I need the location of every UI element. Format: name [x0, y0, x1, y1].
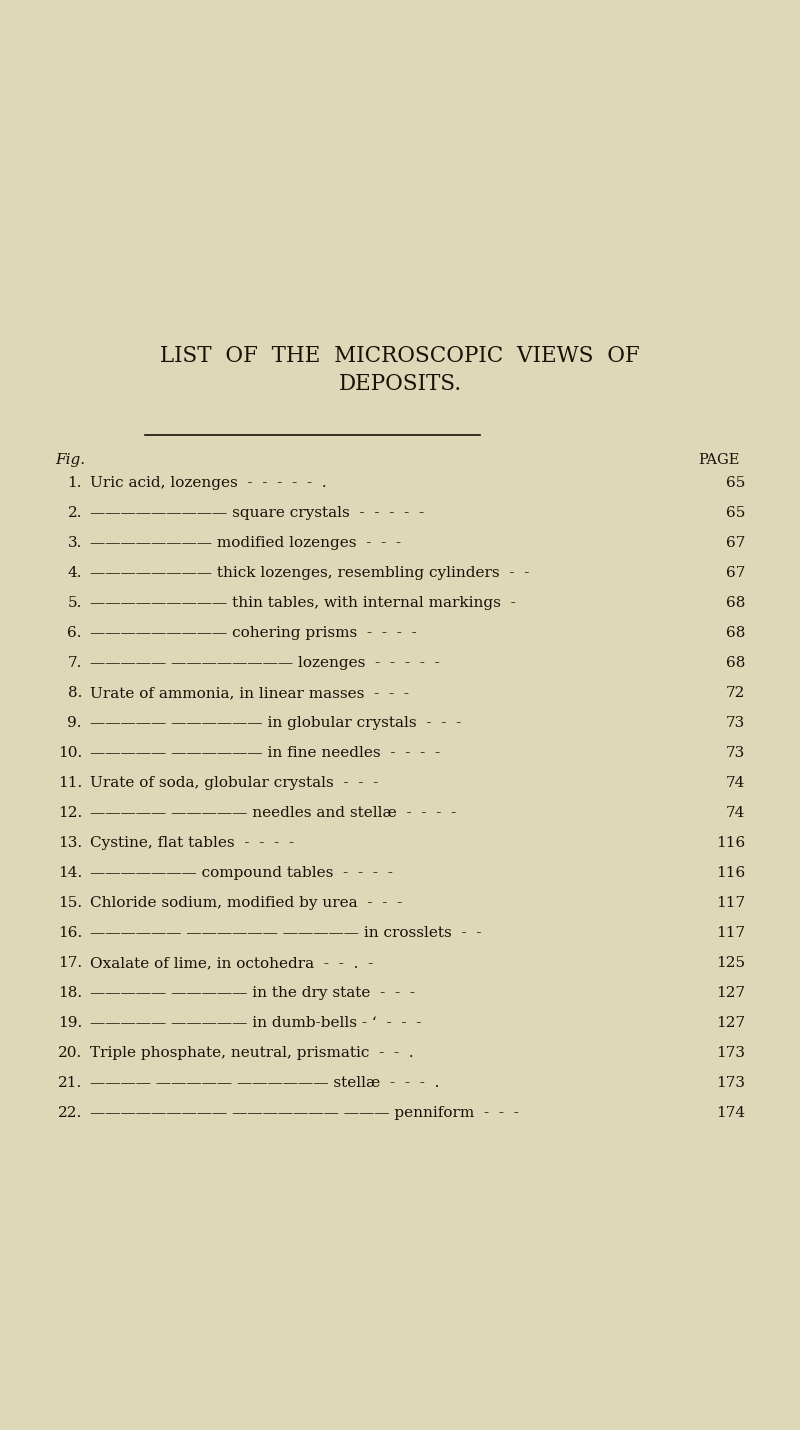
Text: 68: 68 [726, 656, 745, 671]
Text: ———————— thick lozenges, resembling cylinders  -  -: ———————— thick lozenges, resembling cyli… [90, 566, 530, 581]
Text: ————— —————— in globular crystals  -  -  -: ————— —————— in globular crystals - - - [90, 716, 462, 729]
Text: 117: 117 [716, 927, 745, 940]
Text: ————— —————— in fine needles  -  -  -  -: ————— —————— in fine needles - - - - [90, 746, 440, 759]
Text: 72: 72 [726, 686, 745, 701]
Text: Urate of soda, globular crystals  -  -  -: Urate of soda, globular crystals - - - [90, 776, 378, 789]
Text: Chloride sodium, modified by urea  -  -  -: Chloride sodium, modified by urea - - - [90, 897, 402, 909]
Text: 7.: 7. [68, 656, 82, 671]
Text: 73: 73 [726, 746, 745, 759]
Text: 17.: 17. [58, 957, 82, 970]
Text: 74: 74 [726, 776, 745, 789]
Text: ———— ————— —————— stellæ  -  -  -  .: ———— ————— —————— stellæ - - - . [90, 1075, 439, 1090]
Text: 65: 65 [726, 476, 745, 490]
Text: 117: 117 [716, 897, 745, 909]
Text: 3.: 3. [68, 536, 82, 551]
Text: 8.: 8. [68, 686, 82, 701]
Text: 21.: 21. [58, 1075, 82, 1090]
Text: PAGE: PAGE [698, 453, 740, 468]
Text: 10.: 10. [58, 746, 82, 759]
Text: 67: 67 [726, 536, 745, 551]
Text: 19.: 19. [58, 1015, 82, 1030]
Text: 2.: 2. [67, 506, 82, 521]
Text: 173: 173 [716, 1075, 745, 1090]
Text: 16.: 16. [58, 927, 82, 940]
Text: LIST  OF  THE  MICROSCOPIC  VIEWS  OF: LIST OF THE MICROSCOPIC VIEWS OF [160, 345, 640, 368]
Text: 5.: 5. [68, 596, 82, 611]
Text: 9.: 9. [67, 716, 82, 729]
Text: 18.: 18. [58, 987, 82, 1000]
Text: 116: 116 [716, 837, 745, 849]
Text: 127: 127 [716, 987, 745, 1000]
Text: 22.: 22. [58, 1105, 82, 1120]
Text: ———————— modified lozenges  -  -  -: ———————— modified lozenges - - - [90, 536, 401, 551]
Text: DEPOSITS.: DEPOSITS. [338, 373, 462, 395]
Text: 4.: 4. [67, 566, 82, 581]
Text: 173: 173 [716, 1045, 745, 1060]
Text: Uric acid, lozenges  -  -  -  -  -  .: Uric acid, lozenges - - - - - . [90, 476, 326, 490]
Text: 65: 65 [726, 506, 745, 521]
Text: 67: 67 [726, 566, 745, 581]
Text: ————— ————— in dumb-bells - ‘  -  -  -: ————— ————— in dumb-bells - ‘ - - - [90, 1015, 422, 1030]
Text: 73: 73 [726, 716, 745, 729]
Text: ————————— cohering prisms  -  -  -  -: ————————— cohering prisms - - - - [90, 626, 417, 641]
Text: ————————— ——————— ——— penniform  -  -  -: ————————— ——————— ——— penniform - - - [90, 1105, 519, 1120]
Text: 74: 74 [726, 807, 745, 819]
Text: 14.: 14. [58, 867, 82, 879]
Text: 116: 116 [716, 867, 745, 879]
Text: Triple phosphate, neutral, prismatic  -  -  .: Triple phosphate, neutral, prismatic - -… [90, 1045, 414, 1060]
Text: 20.: 20. [58, 1045, 82, 1060]
Text: ——————— compound tables  -  -  -  -: ——————— compound tables - - - - [90, 867, 393, 879]
Text: ————— ————— in the dry state  -  -  -: ————— ————— in the dry state - - - [90, 987, 415, 1000]
Text: 15.: 15. [58, 897, 82, 909]
Text: ————————— thin tables, with internal markings  -: ————————— thin tables, with internal mar… [90, 596, 516, 611]
Text: 13.: 13. [58, 837, 82, 849]
Text: 127: 127 [716, 1015, 745, 1030]
Text: 6.: 6. [67, 626, 82, 641]
Text: Fig.: Fig. [55, 453, 85, 468]
Text: ————— ————— needles and stellæ  -  -  -  -: ————— ————— needles and stellæ - - - - [90, 807, 456, 819]
Text: 12.: 12. [58, 807, 82, 819]
Text: ————— ———————— lozenges  -  -  -  -  -: ————— ———————— lozenges - - - - - [90, 656, 440, 671]
Text: 11.: 11. [58, 776, 82, 789]
Text: 1.: 1. [67, 476, 82, 490]
Text: ————————— square crystals  -  -  -  -  -: ————————— square crystals - - - - - [90, 506, 424, 521]
Text: 68: 68 [726, 626, 745, 641]
Text: Urate of ammonia, in linear masses  -  -  -: Urate of ammonia, in linear masses - - - [90, 686, 409, 701]
Text: —————— —————— ————— in crosslets  -  -: —————— —————— ————— in crosslets - - [90, 927, 482, 940]
Text: 125: 125 [716, 957, 745, 970]
Text: Oxalate of lime, in octohedra  -  -  .  -: Oxalate of lime, in octohedra - - . - [90, 957, 374, 970]
Text: Cystine, flat tables  -  -  -  -: Cystine, flat tables - - - - [90, 837, 294, 849]
Text: 68: 68 [726, 596, 745, 611]
Text: 174: 174 [716, 1105, 745, 1120]
